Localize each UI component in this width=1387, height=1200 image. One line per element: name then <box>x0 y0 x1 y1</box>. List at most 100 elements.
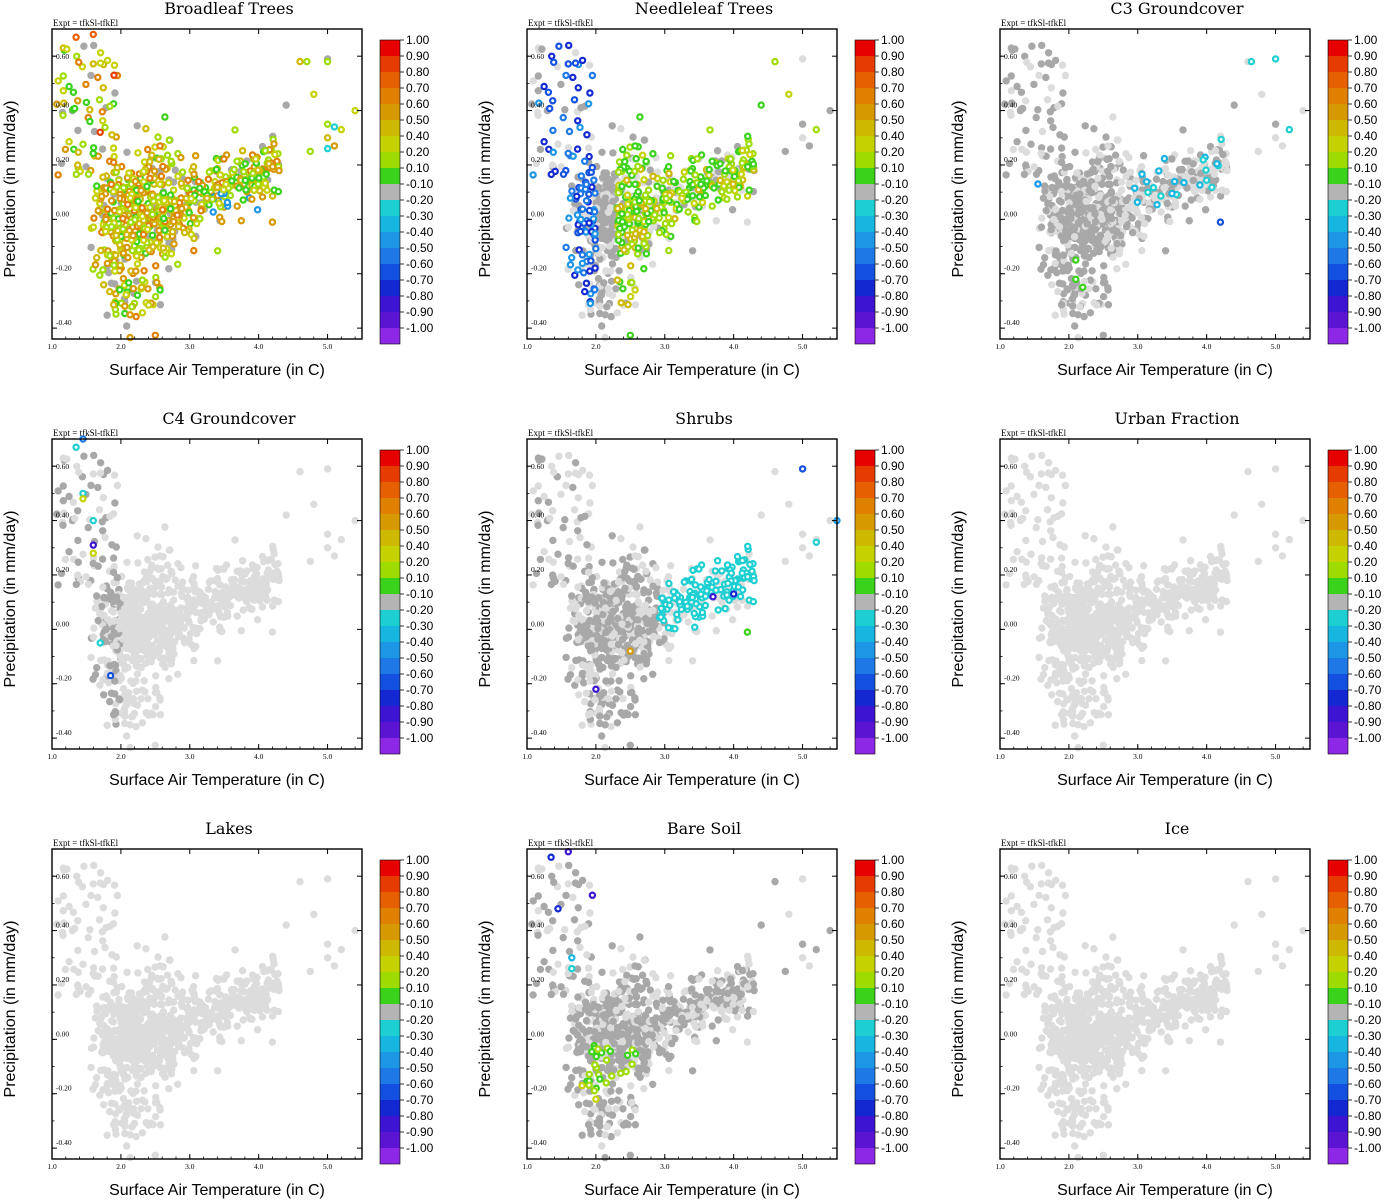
data-point <box>253 205 262 214</box>
data-point <box>738 146 747 155</box>
data-point <box>54 77 62 85</box>
data-point <box>337 535 345 544</box>
data-point <box>154 133 162 141</box>
data-point <box>233 567 241 575</box>
x-tick-label: 5.0 <box>323 752 333 761</box>
data-point <box>106 697 114 706</box>
data-point <box>140 267 148 275</box>
data-point <box>566 604 575 612</box>
data-point <box>600 169 608 177</box>
data-point <box>745 140 753 148</box>
colorbar-tick-label: 0.50 <box>881 113 905 127</box>
data-point <box>165 649 173 658</box>
data-point <box>577 172 586 180</box>
data-point <box>1049 123 1057 132</box>
x-tick-label: 3.0 <box>660 342 670 351</box>
colorbar-tick-label: 0.90 <box>406 459 430 473</box>
y-tick-label: -0.20 <box>531 264 547 273</box>
data-point <box>158 206 167 214</box>
x-tick-label: 4.0 <box>1202 342 1212 351</box>
data-point <box>1111 151 1120 159</box>
data-point <box>1002 171 1010 179</box>
data-point <box>549 507 557 515</box>
data-point <box>568 592 576 600</box>
data-point <box>591 229 599 238</box>
data-point <box>1081 260 1090 268</box>
colorbar-swatch <box>380 328 400 344</box>
data-point <box>601 333 609 342</box>
colorbar-swatch <box>855 104 875 120</box>
data-point <box>585 219 593 227</box>
data-point <box>178 204 186 213</box>
data-point <box>61 555 70 564</box>
data-point <box>713 147 722 155</box>
colorbar-tick-label: -0.60 <box>406 667 434 681</box>
data-point <box>550 58 558 66</box>
data-point <box>651 211 659 219</box>
data-point <box>640 675 648 683</box>
colorbar-tick-label: -0.30 <box>881 209 909 223</box>
data-point <box>728 616 737 624</box>
data-point <box>1190 186 1198 194</box>
data-point <box>92 254 101 262</box>
data-point <box>337 125 345 134</box>
data-point <box>99 494 108 502</box>
colorbar-tick-label: 0.20 <box>406 145 430 159</box>
data-point <box>133 260 142 268</box>
x-tick-label: 2.0 <box>116 752 126 761</box>
data-point <box>1149 183 1158 192</box>
data-point <box>631 552 639 560</box>
data-point <box>74 507 82 515</box>
colorbar-swatch <box>855 40 875 56</box>
data-point <box>1074 194 1083 202</box>
data-point <box>582 607 591 615</box>
data-point <box>107 633 116 641</box>
data-point <box>1091 210 1099 218</box>
colorbar-tick-label: 0.90 <box>881 49 905 63</box>
data-point <box>96 459 105 467</box>
data-point <box>296 57 304 66</box>
data-point <box>546 104 554 113</box>
data-point <box>261 179 269 187</box>
colorbar-tick-label: -0.10 <box>406 587 434 601</box>
colorbar-tick-label: 0.40 <box>406 129 430 143</box>
data-point <box>590 207 599 216</box>
data-point <box>1054 102 1062 111</box>
data-point <box>586 299 595 308</box>
data-point <box>107 590 116 599</box>
colorbar-swatch <box>1328 328 1348 344</box>
data-point <box>1009 145 1018 154</box>
data-point <box>107 196 116 205</box>
data-point <box>97 246 105 255</box>
data-point <box>606 587 615 596</box>
data-point <box>582 180 591 189</box>
data-point <box>1088 267 1096 275</box>
colorbar-swatch <box>380 626 400 642</box>
data-point <box>640 136 648 144</box>
data-point <box>599 610 607 619</box>
data-point <box>561 106 569 114</box>
colorbar-swatch <box>380 40 400 56</box>
data-point <box>178 614 186 623</box>
data-point <box>167 157 175 165</box>
data-point <box>268 218 277 226</box>
data-point <box>122 634 131 643</box>
data-point <box>174 222 183 231</box>
colorbar-tick-label: 1.00 <box>406 33 430 47</box>
data-point <box>630 565 638 573</box>
data-point <box>688 192 697 200</box>
data-point <box>121 302 129 310</box>
data-point <box>1099 331 1108 339</box>
data-point <box>1059 267 1067 275</box>
data-point <box>587 661 595 669</box>
data-point <box>241 570 249 578</box>
colorbar-tick-label: -1.00 <box>406 321 434 335</box>
data-point <box>746 150 754 159</box>
data-point <box>144 711 153 719</box>
data-point <box>624 300 632 309</box>
data-point <box>723 195 731 203</box>
data-point <box>534 521 542 529</box>
data-point <box>255 174 263 182</box>
colorbar-swatch <box>1328 56 1348 72</box>
data-point <box>1163 199 1171 208</box>
